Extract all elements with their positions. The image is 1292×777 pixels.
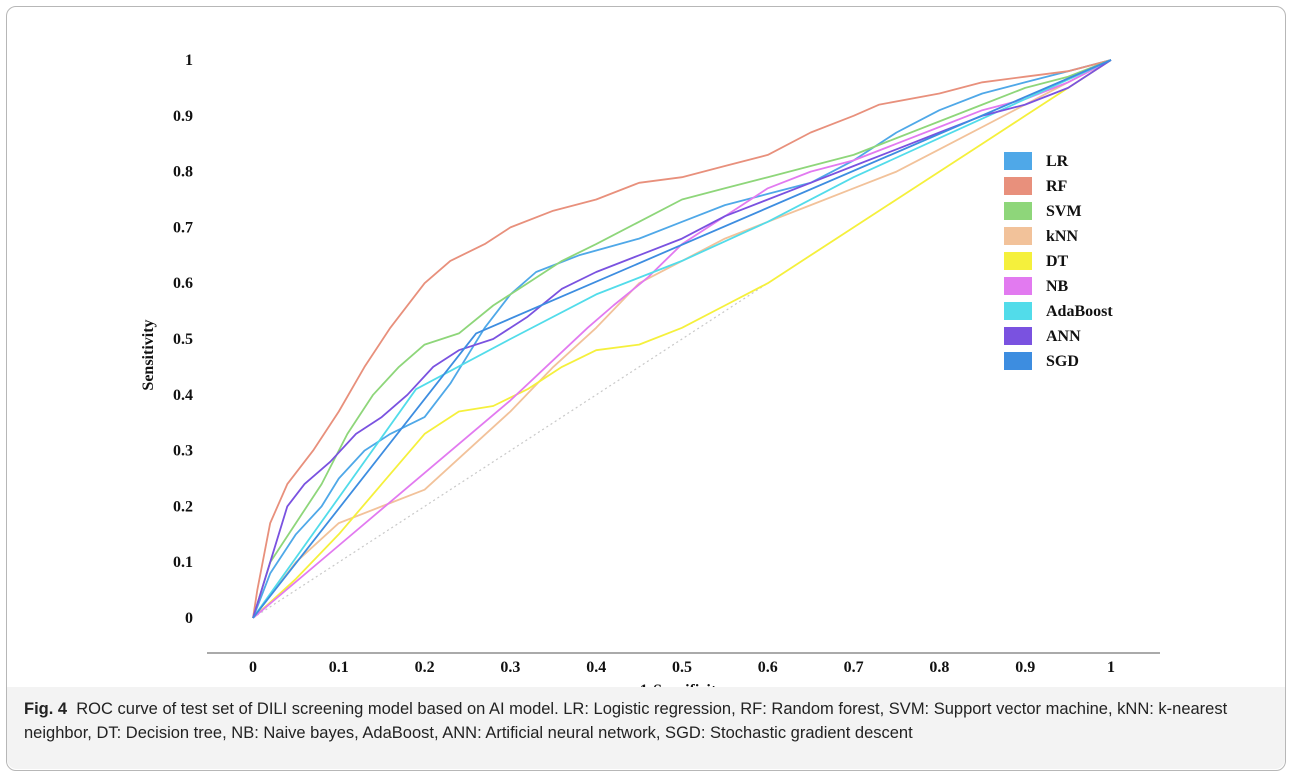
legend-label-dt: DT	[1046, 253, 1069, 270]
figure-caption: Fig. 4 ROC curve of test set of DILI scr…	[24, 697, 1274, 745]
y-tick-label: 0.3	[173, 443, 193, 460]
legend-label-rf: RF	[1046, 178, 1068, 195]
x-tick-label: 0.4	[586, 659, 606, 676]
series-line-nb	[252, 59, 1112, 619]
y-tick-label: 0	[185, 610, 193, 627]
y-tick-label: 0.2	[173, 498, 193, 515]
y-tick-label: 0.9	[173, 108, 193, 125]
x-tick-label: 0	[249, 659, 257, 676]
y-tick-label: 0.8	[173, 164, 193, 181]
diagonal-reference-line	[252, 59, 1112, 619]
legend-swatch-sgd	[1004, 352, 1032, 370]
x-tick-label: 0.1	[329, 659, 349, 676]
axes	[207, 59, 1160, 654]
y-tick-label: 0.5	[173, 331, 193, 348]
caption-background	[7, 687, 1285, 769]
y-axis-label: Sensitivity	[140, 319, 157, 390]
series-line-adaboost	[252, 59, 1112, 619]
series-line-dt	[252, 59, 1112, 619]
legend-swatch-svm	[1004, 202, 1032, 220]
figure-frame	[6, 6, 1286, 771]
x-tick-label: 0.7	[844, 659, 864, 676]
legend-swatch-knn	[1004, 227, 1032, 245]
legend-swatch-ann	[1004, 327, 1032, 345]
x-tick-label: 0.2	[415, 659, 435, 676]
series-line-svm	[252, 59, 1112, 619]
legend-label-lr: LR	[1046, 153, 1069, 170]
x-tick-label: 0.9	[1015, 659, 1035, 676]
legend-swatch-rf	[1004, 177, 1032, 195]
x-tick-label: 0.5	[672, 659, 692, 676]
legend-swatch-nb	[1004, 277, 1032, 295]
x-tick-labels: 0 0.1 0.2 0.3 0.4 0.5 0.6 0.7 0.8 0.9 1	[249, 659, 1115, 676]
y-tick-label: 0.6	[173, 275, 193, 292]
y-tick-label: 1	[185, 52, 193, 69]
legend-label-nb: NB	[1046, 278, 1069, 295]
legend-swatch-dt	[1004, 252, 1032, 270]
x-tick-label: 0.6	[758, 659, 778, 676]
legend: LR RF SVM kNN DT NB AdaBoost ANN SGD	[1004, 152, 1113, 370]
legend-label-svm: SVM	[1046, 203, 1082, 220]
y-tick-label: 0.7	[173, 219, 193, 236]
legend-label-knn: kNN	[1046, 228, 1078, 245]
figure-label: Fig. 4	[24, 700, 68, 718]
series-layer	[252, 59, 1112, 619]
legend-swatch-adaboost	[1004, 302, 1032, 320]
legend-label-ann: ANN	[1046, 328, 1081, 345]
x-tick-label: 1	[1107, 659, 1115, 676]
legend-label-adaboost: AdaBoost	[1046, 303, 1113, 320]
x-axis-label: 1-Specificity	[640, 682, 724, 690]
legend-swatch-lr	[1004, 152, 1032, 170]
series-line-ann	[252, 59, 1112, 619]
caption-text: ROC curve of test set of DILI screening …	[24, 700, 1228, 742]
legend-label-sgd: SGD	[1046, 353, 1079, 370]
y-tick-label: 0.1	[173, 554, 193, 571]
series-line-lr	[252, 59, 1112, 619]
x-tick-label: 0.8	[929, 659, 949, 676]
series-line-sgd	[252, 59, 1112, 619]
series-line-rf	[252, 59, 1112, 619]
y-tick-labels: 0 0.1 0.2 0.3 0.4 0.5 0.6 0.7 0.8 0.9 1	[173, 52, 193, 627]
x-tick-label: 0.3	[500, 659, 520, 676]
y-tick-label: 0.4	[173, 387, 193, 404]
roc-chart: 0 0.1 0.2 0.3 0.4 0.5 0.6 0.7 0.8 0.9 1 0 0.1 0.2 0.3…	[140, 52, 1160, 690]
